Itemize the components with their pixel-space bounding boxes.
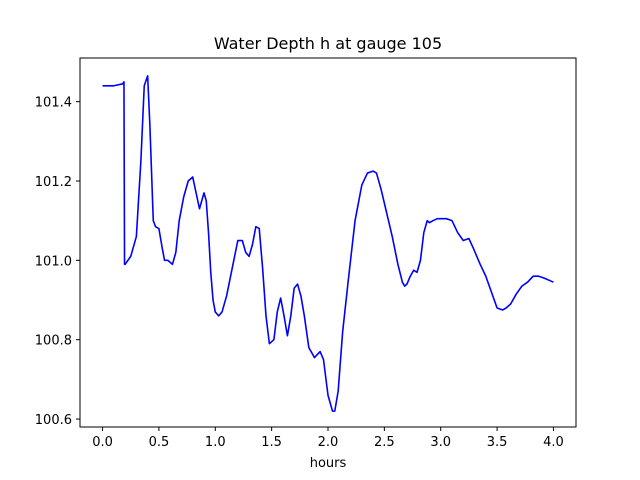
x-tick-label: 2.0 xyxy=(318,435,339,450)
y-tick-label: 100.8 xyxy=(35,334,72,349)
x-tick-label: 0.5 xyxy=(149,435,170,450)
x-tick-label: 3.0 xyxy=(430,435,451,450)
y-tick-label: 101.4 xyxy=(35,96,72,111)
x-tick-label: 3.5 xyxy=(487,435,508,450)
x-tick-label: 1.5 xyxy=(261,435,282,450)
chart-title: Water Depth h at gauge 105 xyxy=(214,34,442,53)
y-tick-label: 101.0 xyxy=(35,254,72,269)
x-tick-label: 0.0 xyxy=(92,435,113,450)
plot-area: 0.0 0.5 1.0 1.5 2.0 2.5 3.0 3.5 4.0 100.6 100.8 101… xyxy=(35,57,577,450)
x-tick-label: 1.0 xyxy=(205,435,226,450)
series-line-0 xyxy=(102,75,554,412)
y-tick-label: 100.6 xyxy=(35,413,72,428)
x-tick-label: 2.5 xyxy=(374,435,395,450)
x-tick-label: 4.0 xyxy=(543,435,564,450)
x-axis-label: hours xyxy=(310,456,347,471)
y-tick-label: 101.2 xyxy=(35,175,72,190)
